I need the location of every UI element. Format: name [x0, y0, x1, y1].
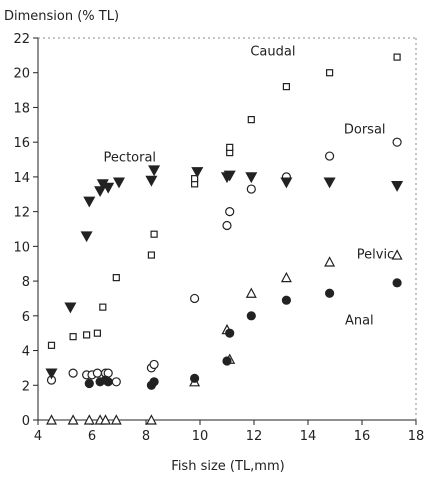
x-tick-label: 10	[192, 429, 209, 444]
dorsal-point	[325, 151, 335, 161]
anal-point	[103, 377, 113, 387]
x-tick-label: 16	[354, 429, 371, 444]
y-tick-label: 6	[22, 310, 30, 325]
caudal-point	[69, 333, 77, 341]
y-tick-label: 8	[22, 275, 30, 290]
pectoral-point	[323, 177, 336, 189]
pelvic-point	[67, 414, 79, 425]
series-label-pectoral: Pectoral	[104, 150, 157, 165]
data-points	[45, 53, 404, 425]
y-tick-label: 2	[22, 379, 30, 394]
y-tick-label: 4	[22, 345, 30, 360]
caudal-point	[226, 143, 234, 151]
dorsal-point	[149, 359, 159, 370]
y-axis-label: Dimension (% TL)	[4, 9, 119, 24]
anal-point	[149, 377, 159, 387]
y-tick-label: 10	[13, 240, 30, 255]
x-ticks: 4 6 8 10 12 14 16 18	[34, 420, 424, 444]
caudal-point	[99, 303, 107, 311]
caudal-point	[47, 341, 56, 349]
pelvic-point	[245, 287, 257, 298]
y-tick-label: 0	[22, 414, 30, 429]
pelvic-point	[391, 249, 403, 260]
anal-point	[392, 278, 402, 288]
y-tick-label: 22	[13, 32, 30, 47]
dorsal-point	[246, 184, 256, 194]
pectoral-point	[148, 165, 161, 177]
anal-point	[190, 373, 200, 383]
caudal-point	[147, 251, 155, 259]
dorsal-point	[68, 368, 78, 378]
y-tick-label: 14	[13, 171, 30, 186]
series-label-caudal: Caudal	[250, 44, 295, 59]
x-tick-label: 4	[34, 429, 42, 444]
anal-point	[281, 295, 291, 305]
caudal-point	[326, 69, 334, 77]
series-label-dorsal: Dorsal	[344, 123, 386, 138]
y-tick-label: 20	[13, 67, 30, 82]
x-tick-label: 14	[300, 429, 317, 444]
pelvic-point	[83, 414, 95, 425]
caudal-point	[150, 230, 158, 238]
pectoral-point	[102, 182, 115, 194]
pectoral-point	[45, 368, 58, 380]
x-axis-label: Fish size (TL,mm)	[171, 459, 284, 474]
anal-point	[325, 288, 335, 298]
dorsal-point	[222, 220, 232, 231]
pectoral-point	[223, 170, 236, 182]
pectoral-point	[145, 175, 158, 187]
pectoral-point	[191, 167, 204, 178]
pectoral-point	[64, 302, 77, 314]
anal-point	[246, 311, 256, 321]
y-tick-label: 16	[13, 136, 30, 151]
anal-point	[84, 378, 94, 389]
series-annotations: Caudal Dorsal Pectoral Pelvic Anal	[104, 44, 395, 328]
pectoral-point	[112, 177, 126, 189]
dorsal-point	[111, 377, 121, 387]
pectoral-point	[80, 231, 93, 243]
dorsal-point	[392, 137, 402, 147]
pelvic-point	[324, 256, 336, 267]
y-ticks: 0 2 4 6 8 10 12 14 16 18 20 22	[13, 32, 38, 429]
series-label-anal: Anal	[345, 314, 374, 329]
caudal-point	[282, 83, 290, 91]
caudal-point	[93, 329, 102, 337]
pectoral-point	[391, 180, 404, 192]
pelvic-point	[280, 271, 292, 283]
anal-point	[225, 328, 235, 338]
dorsal-point	[190, 293, 200, 304]
x-tick-label: 12	[246, 429, 263, 444]
pectoral-point	[280, 177, 293, 189]
caudal-point	[247, 116, 255, 124]
dorsal-point	[225, 207, 235, 217]
pelvic-point	[100, 414, 111, 425]
pelvic-point	[46, 414, 57, 425]
y-tick-label: 18	[13, 101, 30, 116]
dorsal-point	[92, 368, 103, 378]
anal-point	[222, 356, 232, 366]
pectoral-point	[245, 172, 258, 184]
x-tick-label: 18	[408, 429, 424, 444]
pectoral-point	[83, 196, 96, 208]
series-label-pelvic: Pelvic	[357, 248, 394, 263]
caudal-point	[82, 331, 91, 339]
caudal-point	[191, 175, 199, 183]
x-tick-label: 6	[88, 429, 96, 444]
pelvic-point	[145, 414, 157, 425]
caudal-point	[393, 53, 401, 61]
x-tick-label: 8	[142, 429, 150, 444]
pelvic-point	[110, 414, 122, 425]
y-tick-label: 12	[13, 206, 30, 221]
caudal-point	[112, 274, 120, 282]
